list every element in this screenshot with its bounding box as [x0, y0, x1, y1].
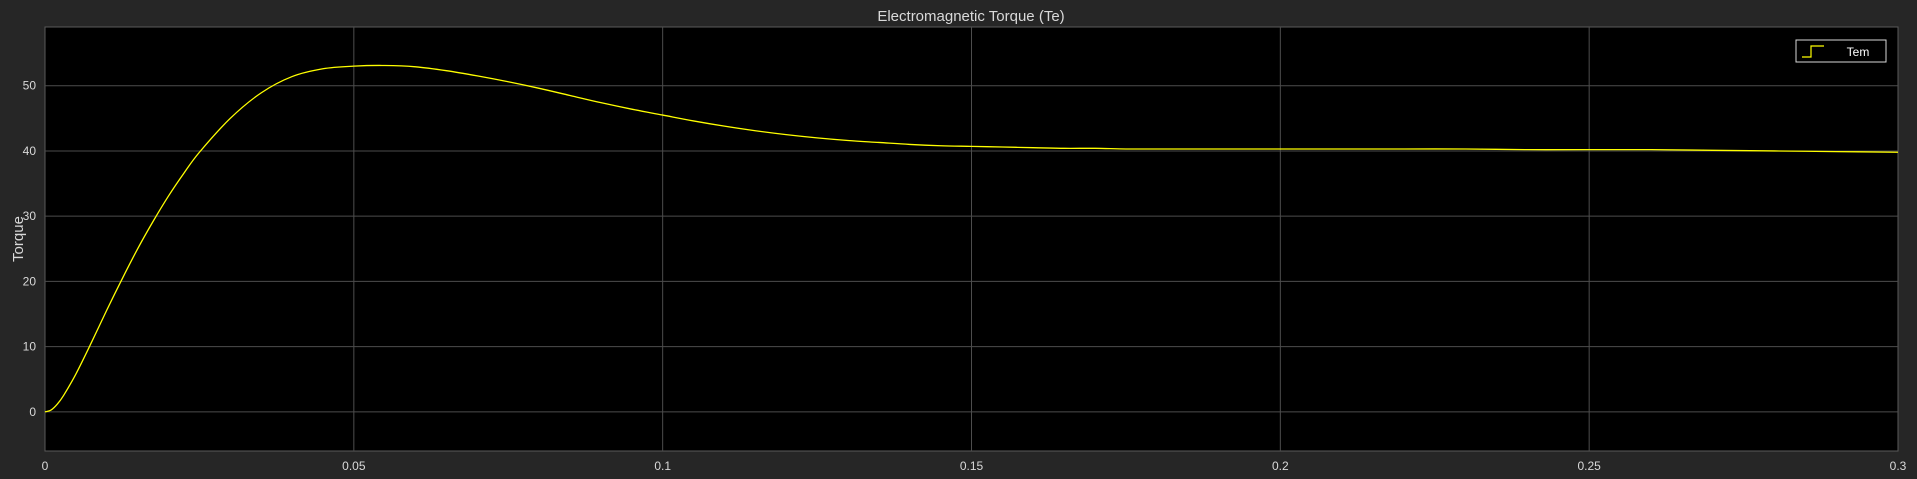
x-tick-label: 0.1	[654, 459, 671, 473]
x-tick-label: 0.05	[342, 459, 366, 473]
grid-lines	[45, 27, 1898, 451]
y-tick-label: 0	[29, 405, 36, 419]
x-tick-labels: 0 0.05 0.1 0.15 0.2 0.25 0.3	[42, 459, 1907, 473]
x-tick-label: 0.25	[1577, 459, 1601, 473]
chart-title: Electromagnetic Torque (Te)	[877, 8, 1064, 25]
x-tick-label: 0	[42, 459, 49, 473]
legend-series-icon	[1802, 45, 1824, 58]
y-tick-label: 20	[23, 274, 37, 288]
y-tick-labels: 0 10 20 30 40 50	[23, 79, 37, 419]
legend-series-label: Tem	[1847, 45, 1870, 59]
y-tick-label: 40	[23, 144, 37, 158]
y-tick-label: 10	[23, 340, 37, 354]
series-line-tem	[44, 64, 1899, 413]
x-tick-label: 0.3	[1890, 459, 1907, 473]
x-tick-label: 0.2	[1272, 459, 1289, 473]
series-layer	[44, 64, 1899, 413]
legend[interactable]: Tem	[1795, 39, 1887, 63]
y-tick-label: 30	[23, 209, 37, 223]
y-tick-label: 50	[23, 79, 37, 93]
y-axis-label: Torque	[10, 216, 27, 262]
legend-box	[1795, 39, 1887, 63]
x-tick-label: 0.15	[960, 459, 984, 473]
